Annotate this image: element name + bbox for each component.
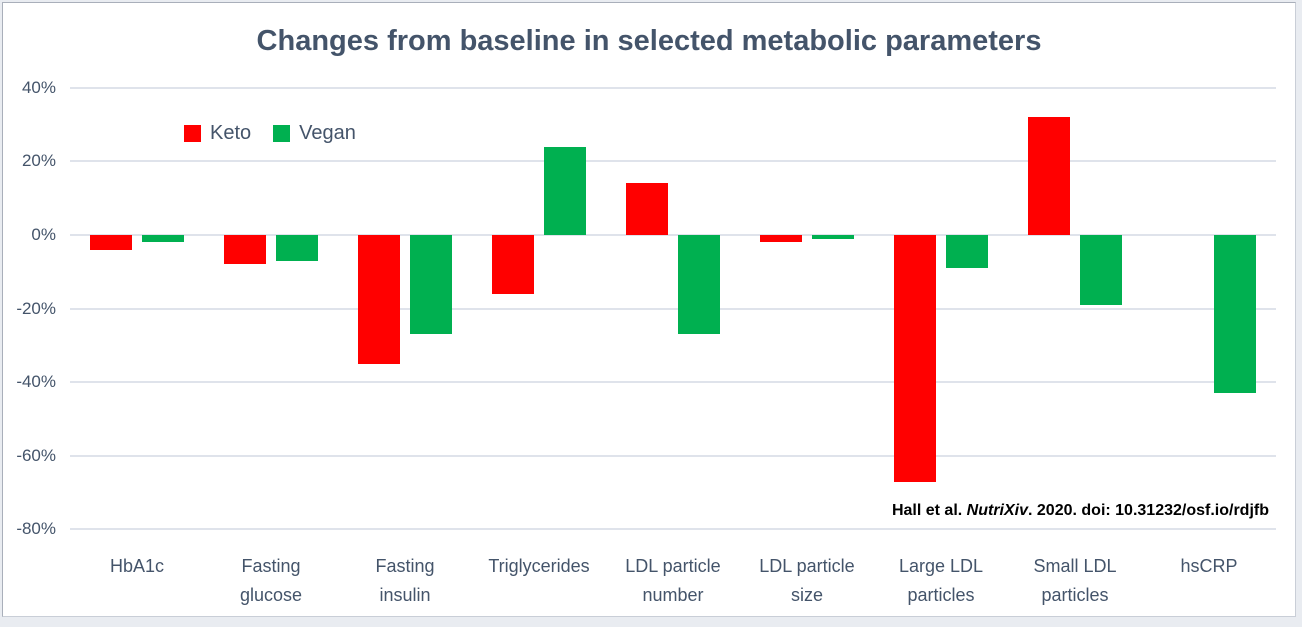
y-gridline--20% bbox=[70, 307, 1276, 310]
attribution-text: Hall et al. bbox=[891, 502, 967, 519]
y-gridline-40% bbox=[70, 86, 1276, 89]
y-gridline-20% bbox=[70, 160, 1276, 163]
chart-frame: Changes from baseline in selected metabo… bbox=[2, 2, 1296, 617]
bar-vegan-6 bbox=[946, 235, 988, 269]
bar-keto-2 bbox=[358, 235, 400, 364]
x-category-label-3: Triglycerides bbox=[488, 556, 590, 576]
y-gridline--60% bbox=[70, 454, 1276, 457]
bar-vegan-4 bbox=[678, 235, 720, 335]
bar-keto-5 bbox=[760, 235, 802, 243]
y-tick-label: -80% bbox=[16, 519, 56, 539]
bar-keto-1 bbox=[224, 235, 266, 265]
bar-vegan-5 bbox=[812, 235, 854, 239]
bar-keto-4 bbox=[626, 183, 668, 235]
x-category-label-4: LDL particle number bbox=[625, 556, 721, 605]
x-category-label-6: Large LDL particles bbox=[898, 556, 984, 605]
x-category-label-2: Fasting insulin bbox=[375, 556, 435, 605]
attribution-text: . 2020. doi: 10.31232/osf.io/rdjfb bbox=[1028, 502, 1269, 519]
y-tick-label: 40% bbox=[21, 77, 56, 97]
legend-entry-vegan: Vegan bbox=[273, 122, 356, 145]
bar-vegan-3 bbox=[544, 146, 586, 235]
bar-vegan-2 bbox=[410, 235, 452, 335]
bar-keto-6 bbox=[894, 235, 936, 482]
keto-legend-swatch bbox=[184, 125, 201, 142]
x-category-label-0: HbA1c bbox=[109, 556, 165, 576]
x-category-label-1: Fasting glucose bbox=[239, 556, 303, 605]
y-tick-label: 0% bbox=[31, 225, 56, 244]
legend-label-keto: Keto bbox=[210, 122, 252, 144]
bar-keto-7 bbox=[1028, 117, 1070, 235]
y-gridline--40% bbox=[70, 381, 1276, 384]
vegan-legend-swatch bbox=[273, 125, 291, 142]
y-tick-label: -60% bbox=[16, 445, 56, 465]
source-attribution: Hall et al. NutriXiv. 2020. doi: 10.3123… bbox=[892, 502, 1269, 520]
bar-keto-3 bbox=[492, 235, 534, 294]
chart-title: Changes from baseline in selected metabo… bbox=[256, 25, 1042, 57]
y-tick-label: 20% bbox=[21, 151, 56, 171]
x-category-label-5: LDL particle size bbox=[759, 556, 855, 605]
y-gridline--80% bbox=[70, 528, 1276, 531]
x-category-label-8: hsCRP bbox=[1180, 556, 1238, 576]
y-gridline-0% bbox=[70, 234, 1276, 236]
legend-label-vegan: Vegan bbox=[299, 122, 356, 144]
bar-keto-0 bbox=[90, 235, 132, 250]
y-tick-label: -20% bbox=[16, 298, 56, 318]
legend-entry-keto: Keto bbox=[184, 122, 251, 145]
y-tick-label: -40% bbox=[16, 372, 56, 392]
x-category-label-7: Small LDL particles bbox=[1033, 556, 1117, 605]
bar-vegan-7 bbox=[1080, 235, 1122, 305]
legend: Keto Vegan bbox=[184, 122, 356, 145]
attribution-journal: NutriXiv bbox=[966, 502, 1029, 519]
bar-vegan-8 bbox=[1214, 235, 1256, 394]
bar-vegan-0 bbox=[142, 235, 184, 243]
bar-vegan-1 bbox=[276, 235, 318, 261]
